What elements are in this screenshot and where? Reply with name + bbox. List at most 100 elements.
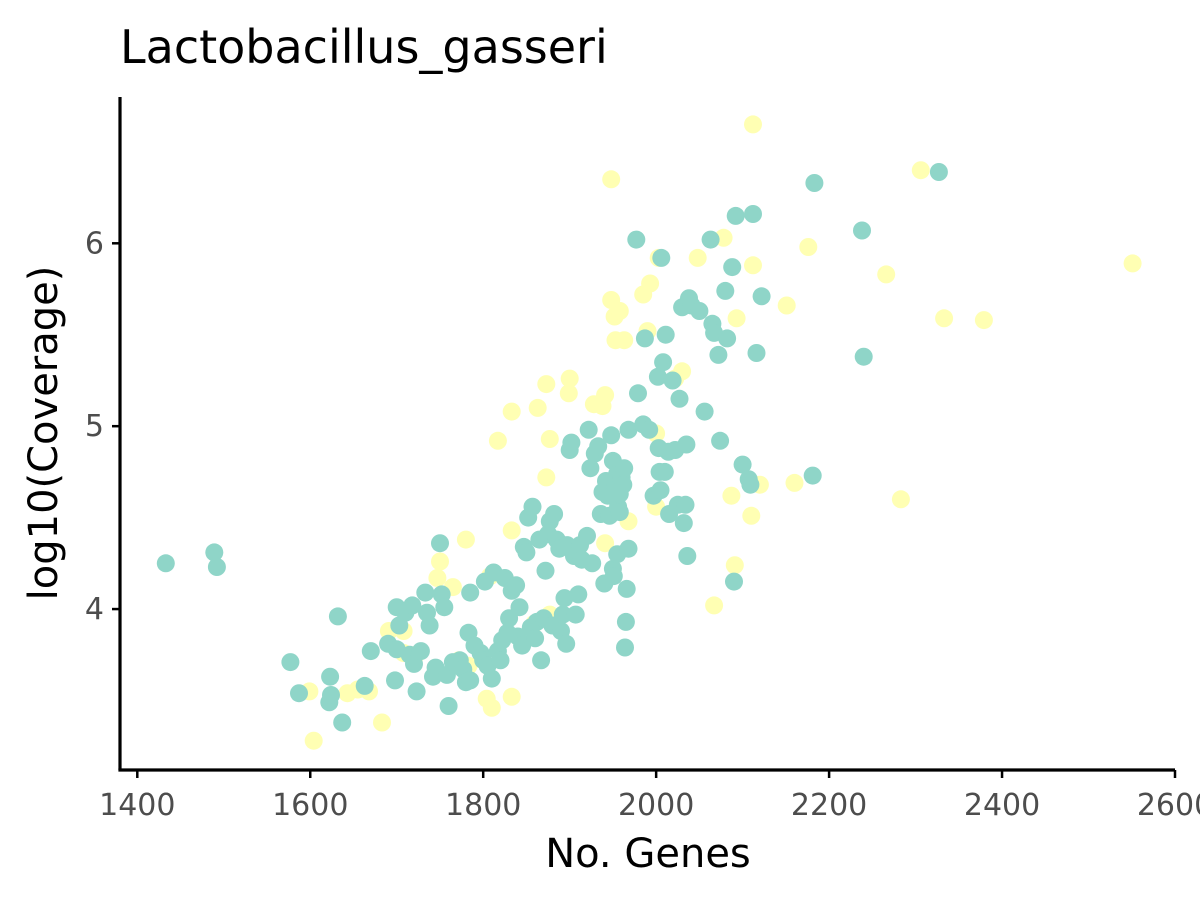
data-point-teal-88 <box>579 420 598 439</box>
data-point-yellow-17 <box>610 302 629 320</box>
y-tick-label: 4 <box>85 592 104 627</box>
data-point-teal-102 <box>604 567 623 586</box>
data-point-yellow-3 <box>1123 254 1142 273</box>
data-point-yellow-19 <box>615 331 634 350</box>
data-point-teal-81 <box>562 433 581 452</box>
data-point-teal-38 <box>461 583 480 602</box>
y-axis-title: log10(Coverage) <box>21 266 67 601</box>
x-tick-label: 2600 <box>1137 788 1200 823</box>
data-point-teal-145 <box>695 402 714 421</box>
data-point-teal-149 <box>709 345 728 364</box>
data-point-teal-161 <box>752 287 771 306</box>
data-point-teal-9 <box>333 713 352 732</box>
data-point-teal-19 <box>403 596 422 615</box>
data-point-teal-92 <box>589 437 608 456</box>
data-point-teal-84 <box>569 585 588 604</box>
data-point-teal-62 <box>523 497 542 516</box>
data-point-yellow-65 <box>482 698 501 717</box>
data-point-teal-110 <box>614 475 633 494</box>
data-point-teal-164 <box>853 221 871 240</box>
data-point-teal-48 <box>491 651 510 670</box>
data-point-yellow-5 <box>974 311 993 330</box>
data-point-teal-130 <box>656 325 675 344</box>
data-point-yellow-33 <box>596 386 615 405</box>
x-tick-label: 2200 <box>791 788 867 823</box>
y-tick-label: 6 <box>85 226 104 261</box>
data-point-teal-123 <box>648 367 667 386</box>
data-point-yellow-28 <box>502 402 521 421</box>
data-point-teal-159 <box>744 205 762 223</box>
data-point-teal-162 <box>803 466 822 485</box>
data-point-teal-7 <box>322 686 340 704</box>
data-point-teal-128 <box>654 353 673 372</box>
data-point-yellow-47 <box>456 530 475 549</box>
y-tick-label: 5 <box>85 409 104 444</box>
data-point-teal-22 <box>411 642 430 661</box>
data-point-teal-155 <box>726 206 745 225</box>
data-point-teal-158 <box>741 475 760 494</box>
data-point-yellow-26 <box>537 375 556 394</box>
x-tick-label: 2000 <box>618 788 694 823</box>
data-point-teal-77 <box>555 589 574 608</box>
data-point-teal-141 <box>678 547 697 565</box>
data-point-teal-4 <box>290 684 308 703</box>
data-point-teal-154 <box>725 572 743 591</box>
data-point-teal-63 <box>526 629 545 648</box>
data-point-yellow-59 <box>338 684 357 703</box>
data-point-teal-156 <box>733 455 752 474</box>
data-point-teal-23 <box>416 583 435 602</box>
data-point-teal-140 <box>677 435 696 454</box>
data-point-yellow-50 <box>428 569 447 587</box>
data-point-yellow-39 <box>785 473 804 492</box>
data-point-teal-152 <box>718 329 737 348</box>
x-tick-label: 1800 <box>445 788 521 823</box>
data-point-yellow-42 <box>705 596 724 615</box>
data-point-teal-30 <box>435 598 454 617</box>
data-point-teal-120 <box>635 329 654 348</box>
data-point-yellow-6 <box>877 265 896 284</box>
data-point-yellow-36 <box>722 486 741 505</box>
data-point-teal-25 <box>420 616 439 635</box>
data-point-teal-127 <box>652 248 671 267</box>
data-point-teal-54 <box>507 576 526 595</box>
data-point-yellow-66 <box>502 687 521 706</box>
data-point-teal-89 <box>581 459 600 478</box>
data-point-teal-146 <box>701 230 720 249</box>
data-point-teal-68 <box>536 561 555 580</box>
data-point-teal-39 <box>461 671 480 690</box>
points-layer <box>156 115 1142 750</box>
data-point-teal-0 <box>156 554 175 573</box>
x-tick-label: 1400 <box>99 788 175 823</box>
data-point-teal-90 <box>583 554 602 573</box>
data-point-teal-166 <box>929 163 948 181</box>
data-point-teal-150 <box>711 431 730 450</box>
data-point-yellow-4 <box>935 309 954 328</box>
data-point-teal-160 <box>747 344 766 362</box>
data-point-teal-129 <box>655 462 674 481</box>
data-point-yellow-62 <box>304 731 323 750</box>
data-point-yellow-46 <box>502 521 521 540</box>
data-point-teal-117 <box>627 230 646 249</box>
data-point-teal-28 <box>431 534 449 553</box>
data-point-teal-111 <box>615 459 634 478</box>
data-point-teal-13 <box>386 671 404 690</box>
data-point-yellow-29 <box>488 431 507 450</box>
data-point-teal-83 <box>566 605 585 624</box>
data-point-yellow-27 <box>528 398 547 417</box>
data-point-teal-76 <box>553 605 572 624</box>
data-point-yellow-0 <box>602 170 621 189</box>
data-point-yellow-44 <box>596 534 615 553</box>
data-point-teal-10 <box>355 676 374 695</box>
data-point-yellow-10 <box>688 248 707 267</box>
data-point-teal-2 <box>207 558 226 576</box>
data-point-teal-139 <box>676 495 695 514</box>
data-point-teal-87 <box>578 526 596 545</box>
data-point-teal-6 <box>321 667 340 686</box>
data-point-teal-126 <box>651 481 670 500</box>
data-point-teal-99 <box>602 426 621 445</box>
ticks-layer: 1400 1600 1800 2000 2200 2400 2600 4 5 6 <box>85 226 1200 823</box>
data-point-yellow-21 <box>727 309 746 328</box>
data-point-yellow-45 <box>537 468 556 487</box>
chart-title: Lactobacillus_gasseri <box>120 20 608 74</box>
data-point-yellow-25 <box>559 384 578 403</box>
